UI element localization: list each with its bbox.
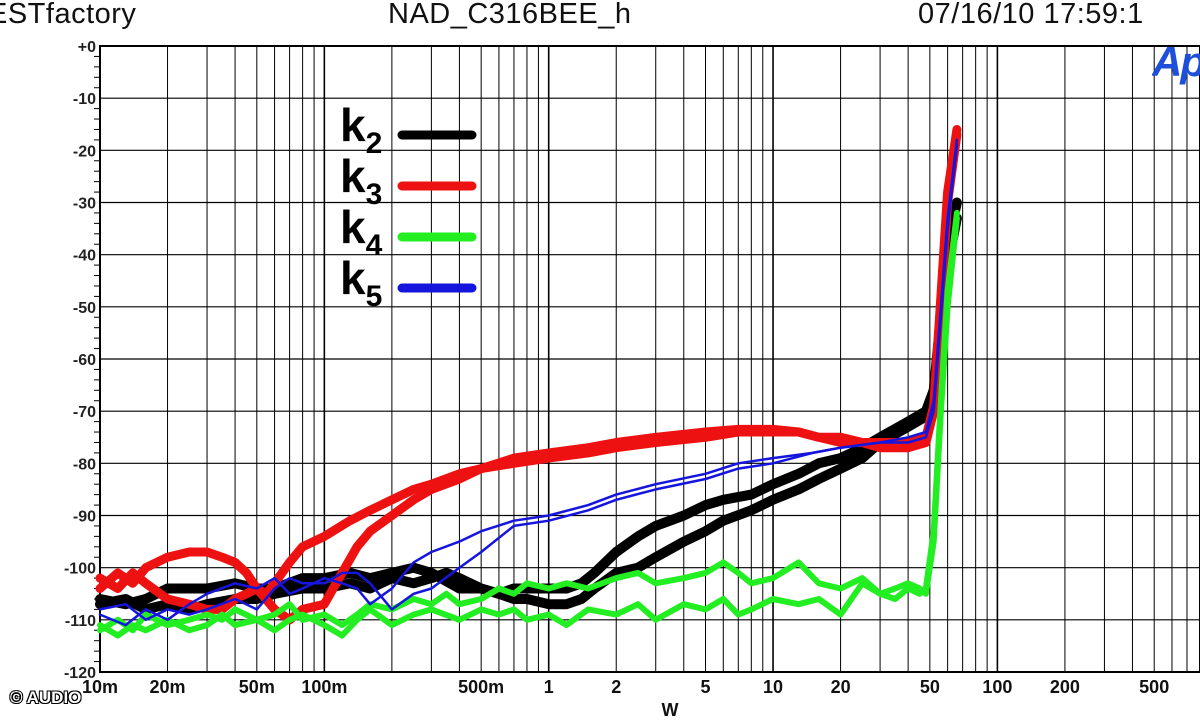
plot-frame [99,45,1200,673]
header-timestamp: 07/16/10 17:59:1 [918,0,1144,30]
x-tick-label: 20 [831,677,851,697]
x-tick-label: 20m [150,677,186,697]
y-tick-label: -50 [73,300,96,317]
y-tick-label: -80 [73,456,96,473]
y-tick-label: -40 [73,248,96,265]
brand-logo: Ap [1152,38,1200,85]
y-tick-label: -90 [73,509,96,526]
x-tick-label: 1 [544,677,554,697]
x-tick-label: 100m [301,677,347,697]
header-title: NAD_C316BEE_h [388,0,632,30]
y-tick-label: -30 [73,196,96,213]
legend-label-k3: k3 [340,150,382,211]
y-tick-label: -110 [65,613,96,630]
y-tick-label: -70 [73,404,96,421]
legend-label-k5: k5 [340,252,382,313]
x-tick-label: 500m [458,677,504,697]
x-tick-label: 50m [239,677,275,697]
y-tick-label: -60 [73,352,96,369]
x-tick-label: 2 [611,677,621,697]
y-tick-label: -10 [73,91,96,108]
x-tick-label: 100 [982,677,1012,697]
header-left-text: ESTfactory [0,0,137,30]
y-tick-label: +0 [78,39,96,56]
x-tick-label: 10 [763,677,783,697]
series-line-k2 [95,197,962,610]
y-tick-label: -100 [64,561,96,578]
x-tick-label: 5 [701,677,711,697]
x-axis-ticks: 10m 20m 50m 100m 500m 1 2 5 10 20 50 100 200 500 [82,677,1169,697]
y-axis-ticks: +0 -10 -20 -30 -40 -50 -60 -70 -80 -90 -100 -110 -12… [64,39,96,682]
series-lines [95,125,962,639]
legend-label-k4: k4 [340,201,383,262]
watermark-text: © AUDIO [10,688,82,707]
x-tick-label: 10m [82,677,118,697]
series-line-k4 [97,209,960,639]
x-axis-label: W [662,700,679,720]
grid [94,45,1200,673]
x-tick-label: 500 [1139,677,1169,697]
x-tick-label: 50 [920,677,940,697]
series-line-k2 [95,213,962,615]
x-tick-label: 200 [1050,677,1080,697]
y-tick-label: -20 [73,143,96,160]
series-line-k4 [97,215,960,634]
series-line-k3 [95,125,962,625]
y-tick-label: -120 [64,665,96,682]
series-line-k5 [98,138,959,622]
series-line-k5 [98,143,959,627]
